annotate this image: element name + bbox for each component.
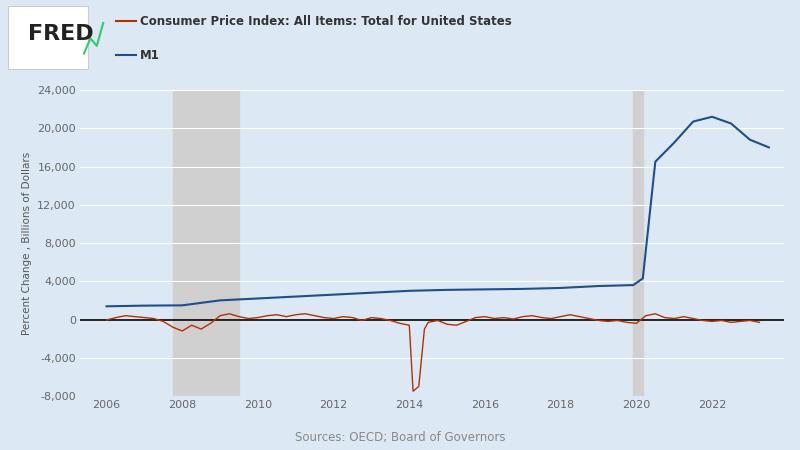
FancyBboxPatch shape <box>8 6 88 69</box>
Text: Sources: OECD; Board of Governors: Sources: OECD; Board of Governors <box>294 431 506 444</box>
Text: Consumer Price Index: All Items: Total for United States: Consumer Price Index: All Items: Total f… <box>140 15 512 28</box>
Text: FRED: FRED <box>28 24 94 45</box>
Y-axis label: Percent Change , Billions of Dollars: Percent Change , Billions of Dollars <box>22 151 31 335</box>
Text: M1: M1 <box>140 49 160 62</box>
Bar <box>173 90 239 396</box>
Bar <box>634 90 643 396</box>
